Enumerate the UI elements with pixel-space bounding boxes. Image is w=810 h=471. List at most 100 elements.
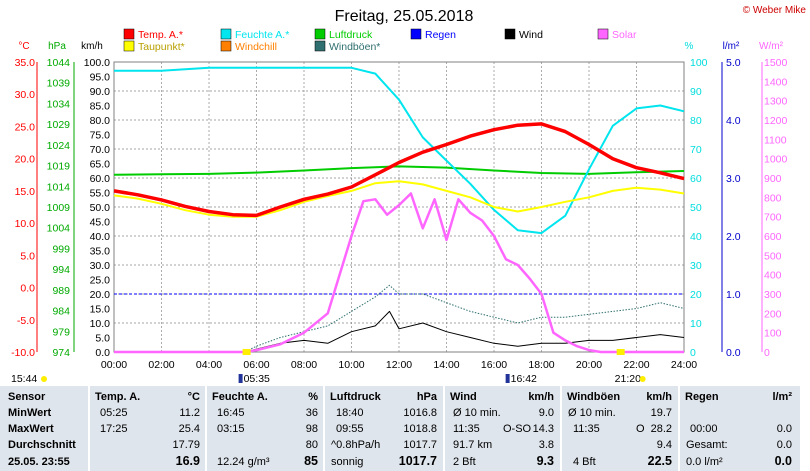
temp-min-value: 11.2	[179, 407, 200, 419]
legend-swatch	[220, 28, 232, 40]
sensor-row-min: MinWert	[8, 407, 52, 419]
wind-tick-label: 75.0	[90, 130, 111, 142]
wind-tick-label: 15.0	[90, 304, 111, 316]
sunset-time: 21:20	[615, 373, 641, 385]
legend-swatch	[220, 40, 232, 52]
legend-label: Temp. A.*	[138, 29, 183, 41]
gusts-row2-value: 28.2	[650, 423, 672, 435]
rain-unit-label: l/m²	[723, 41, 740, 52]
legend-label: Taupunkt*	[138, 41, 185, 53]
wind-row1-label: Ø 10 min.	[453, 407, 501, 419]
solar-tick-label: 1300	[764, 96, 788, 108]
wind-row2-value: 14.3	[532, 423, 554, 435]
weather-chart: Freitag, 25.05.2018 © Weber Mike Temp. A…	[11, 5, 807, 385]
wind-tick-label: 60.0	[90, 173, 111, 185]
gusts-current-value: 22.5	[647, 454, 672, 468]
humidity-absolute: 12.24 g/m³	[217, 456, 270, 468]
rain-row3-label: Gesamt:	[686, 439, 728, 451]
pressure-forecast: sonnig	[331, 456, 364, 468]
pressure-tick-label: 1019	[47, 161, 71, 173]
temp-tick-label: 0.0	[20, 283, 35, 295]
legend-label: Luftdruck	[329, 29, 373, 41]
solar-tick-label: 400	[764, 270, 782, 282]
wind-tick-label: 100.0	[84, 57, 110, 69]
sensor-row-max: MaxWert	[8, 423, 54, 435]
wind-tick-label: 55.0	[90, 188, 111, 200]
humidity-tick-label: 60	[690, 173, 702, 185]
series-line-temp-a	[113, 122, 685, 218]
pressure-max-value: 1018.8	[403, 423, 437, 435]
humidity-current-value: 85	[304, 454, 318, 468]
x-tick-label: 16:00	[481, 359, 507, 371]
pressure-avg-value: 1017.7	[403, 439, 437, 451]
wind-unit: km/h	[528, 391, 554, 403]
legend-swatch	[314, 28, 326, 40]
rain-row3-value: 0.0	[776, 439, 792, 451]
wind-tick-label: 30.0	[90, 260, 111, 272]
gusts-header: Windböen	[567, 391, 621, 403]
x-tick-label: 06:00	[243, 359, 269, 371]
solar-tick-label: 1200	[764, 115, 788, 127]
gusts-unit: km/h	[646, 391, 672, 403]
temp-avg-value: 17.79	[172, 439, 200, 451]
pressure-tick-label: 1004	[47, 223, 71, 235]
wind-tick-label: 35.0	[90, 246, 111, 258]
legend-swatch	[410, 28, 422, 40]
x-tick-label: 20:00	[576, 359, 602, 371]
solar-tick-label: 1000	[764, 154, 788, 166]
legend-swatch	[314, 40, 326, 52]
series-line-luftdruck	[113, 165, 685, 176]
humidity-tick-label: 90	[690, 86, 702, 98]
pressure-tick-label: 999	[52, 243, 70, 255]
series-line-windb-en	[114, 284, 685, 353]
series-line-taupunkt	[113, 180, 685, 218]
humidity-tick-label: 100	[690, 57, 708, 69]
x-tick-label: 24:00	[671, 359, 697, 371]
temp-header: Temp. A.	[95, 391, 141, 403]
humidity-tick-label: 0	[690, 347, 696, 359]
pressure-tick-label: 1009	[47, 202, 71, 214]
legend-label: Solar	[612, 29, 637, 41]
legend-label: Regen	[425, 29, 456, 41]
humidity-tick-label: 80	[690, 115, 702, 127]
event-markers: 05:35 16:42 21:20 15:44	[11, 349, 646, 385]
rain-row2-label: 00:00	[690, 423, 718, 435]
solar-tick-label: 100	[764, 328, 782, 340]
wind-row3-label: 91.7 km	[453, 439, 493, 451]
sensor-row-avg: Durchschnitt	[8, 439, 76, 451]
pressure-tick-label: 1024	[47, 140, 71, 152]
solar-tick-label: 700	[764, 212, 782, 224]
solar-tick-label: 0	[764, 347, 770, 359]
legend-label: Wind	[519, 29, 543, 41]
solar-tick-label: 1100	[764, 134, 787, 146]
gusts-row2-direction: O	[636, 423, 645, 435]
pressure-unit: hPa	[416, 391, 437, 403]
solar-unit-label: W/m²	[759, 41, 784, 52]
wind-tick-label: 95.0	[90, 72, 111, 84]
x-tick-label: 04:00	[196, 359, 222, 371]
wind-tick-label: 85.0	[90, 101, 111, 113]
wind-current-value: 9.3	[536, 454, 554, 468]
wind-tick-label: 0.0	[95, 347, 110, 359]
gusts-beaufort: 4 Bft	[573, 456, 596, 468]
rain-header: Regen	[685, 391, 719, 403]
legend-label: Feuchte A.*	[235, 29, 289, 41]
pressure-tick-label: 989	[52, 285, 70, 297]
wind-row2-label: 11:35	[453, 423, 480, 435]
moonrise-time: 15:44	[11, 373, 37, 385]
legend-swatch	[597, 28, 609, 40]
temp-unit: °C	[187, 391, 200, 403]
legend-swatch	[504, 28, 516, 40]
x-tick-label: 18:00	[528, 359, 554, 371]
humidity-tick-label: 50	[690, 202, 702, 214]
series-line-wind	[114, 310, 685, 353]
wind-tick-label: 5.0	[95, 333, 110, 345]
legend-label: Windböen*	[329, 41, 380, 53]
temp-tick-label: 30.0	[15, 89, 36, 101]
solar-tick-label: 1400	[764, 76, 788, 88]
wind-tick-label: 90.0	[90, 86, 111, 98]
temp-tick-label: 20.0	[15, 154, 36, 166]
temp-tick-label: 25.0	[15, 121, 36, 133]
x-tick-label: 08:00	[291, 359, 317, 371]
wind-beaufort: 2 Bft	[453, 456, 476, 468]
